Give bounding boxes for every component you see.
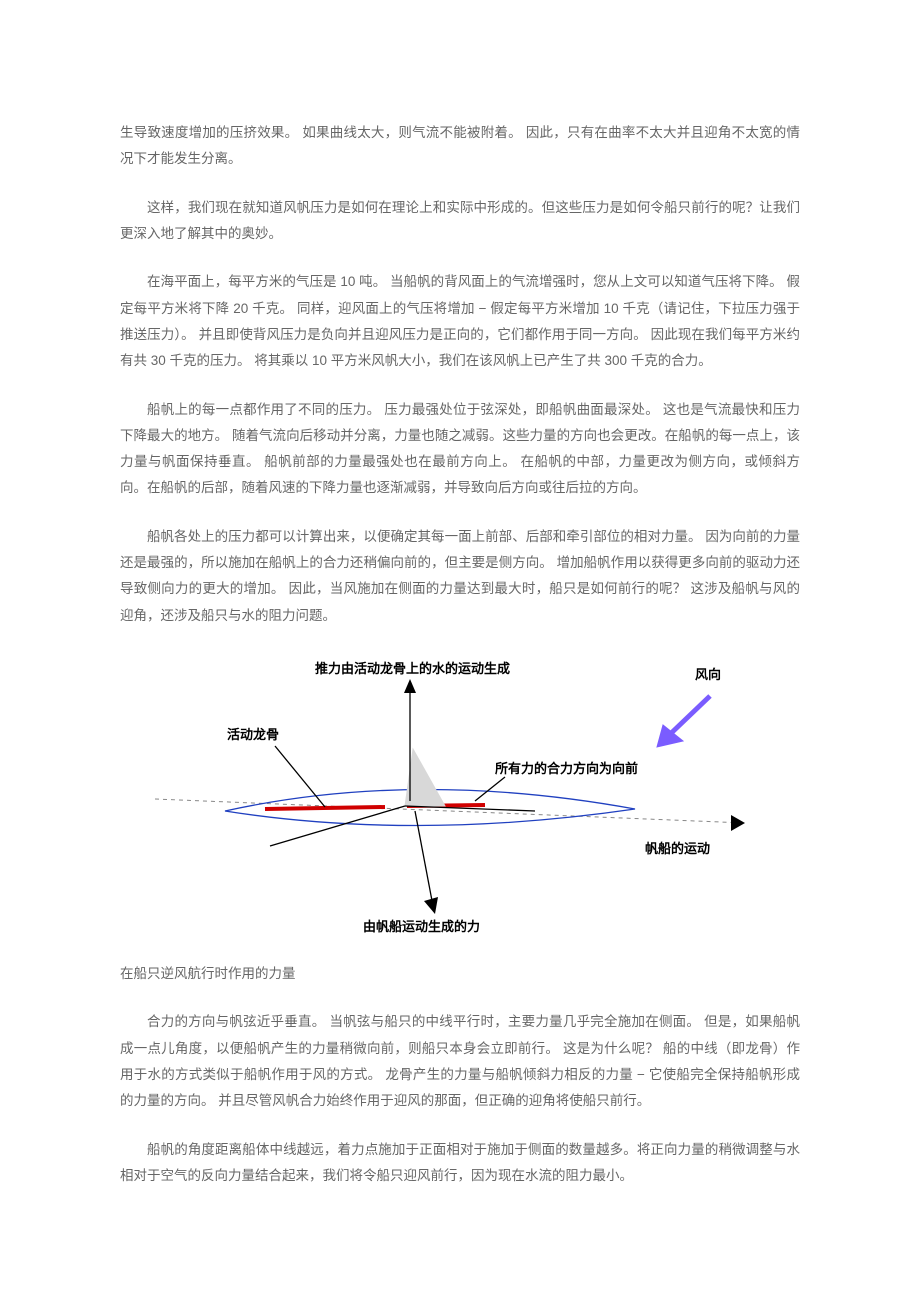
paragraph-5: 船帆各处上的压力都可以计算出来，以便确定其每一面上前部、后部和牵引部位的相对力量…	[120, 524, 800, 629]
label-keel: 活动龙骨	[227, 727, 279, 742]
paragraph-3: 在海平面上，每平方米的气压是 10 吨。 当船帆的背风面上的气流增强时，您从上文…	[120, 269, 800, 374]
paragraph-6: 合力的方向与帆弦近乎垂直。 当帆弦与船只的中线平行时，主要力量几乎完全施加在侧面…	[120, 1009, 800, 1114]
paragraph-1: 生导致速度增加的压挤效果。 如果曲线太大，则气流不能被附着。 因此，只有在曲率不…	[120, 120, 800, 173]
paragraph-4: 船帆上的每一点都作用了不同的压力。 压力最强处位于弦深处，即船帆曲面最深处。 这…	[120, 397, 800, 502]
paragraph-7: 船帆的角度距离船体中线越远，着力点施加于正面相对于施加于侧面的数量越多。将正向力…	[120, 1137, 800, 1190]
document-page: 生导致速度增加的压挤效果。 如果曲线太大，则气流不能被附着。 因此，只有在曲率不…	[0, 0, 920, 1271]
label-wind: 风向	[695, 667, 721, 682]
label-sail-force: 由帆船运动生成的力	[363, 919, 480, 934]
label-thrust: 推力由活动龙骨上的水的运动生成	[315, 661, 510, 676]
diagram-caption: 在船只逆风航行时作用的力量	[120, 961, 800, 987]
label-resultant: 所有力的合力方向为向前	[495, 761, 638, 776]
paragraph-2: 这样，我们现在就知道风帆压力是如何在理论上和实际中形成的。但这些压力是如何令船只…	[120, 195, 800, 248]
label-boat-motion: 帆船的运动	[645, 841, 710, 856]
sailing-force-diagram: 推力由活动龙骨上的水的运动生成 活动龙骨 风向 所有力的合力方向为向前 帆船的运…	[155, 651, 765, 941]
